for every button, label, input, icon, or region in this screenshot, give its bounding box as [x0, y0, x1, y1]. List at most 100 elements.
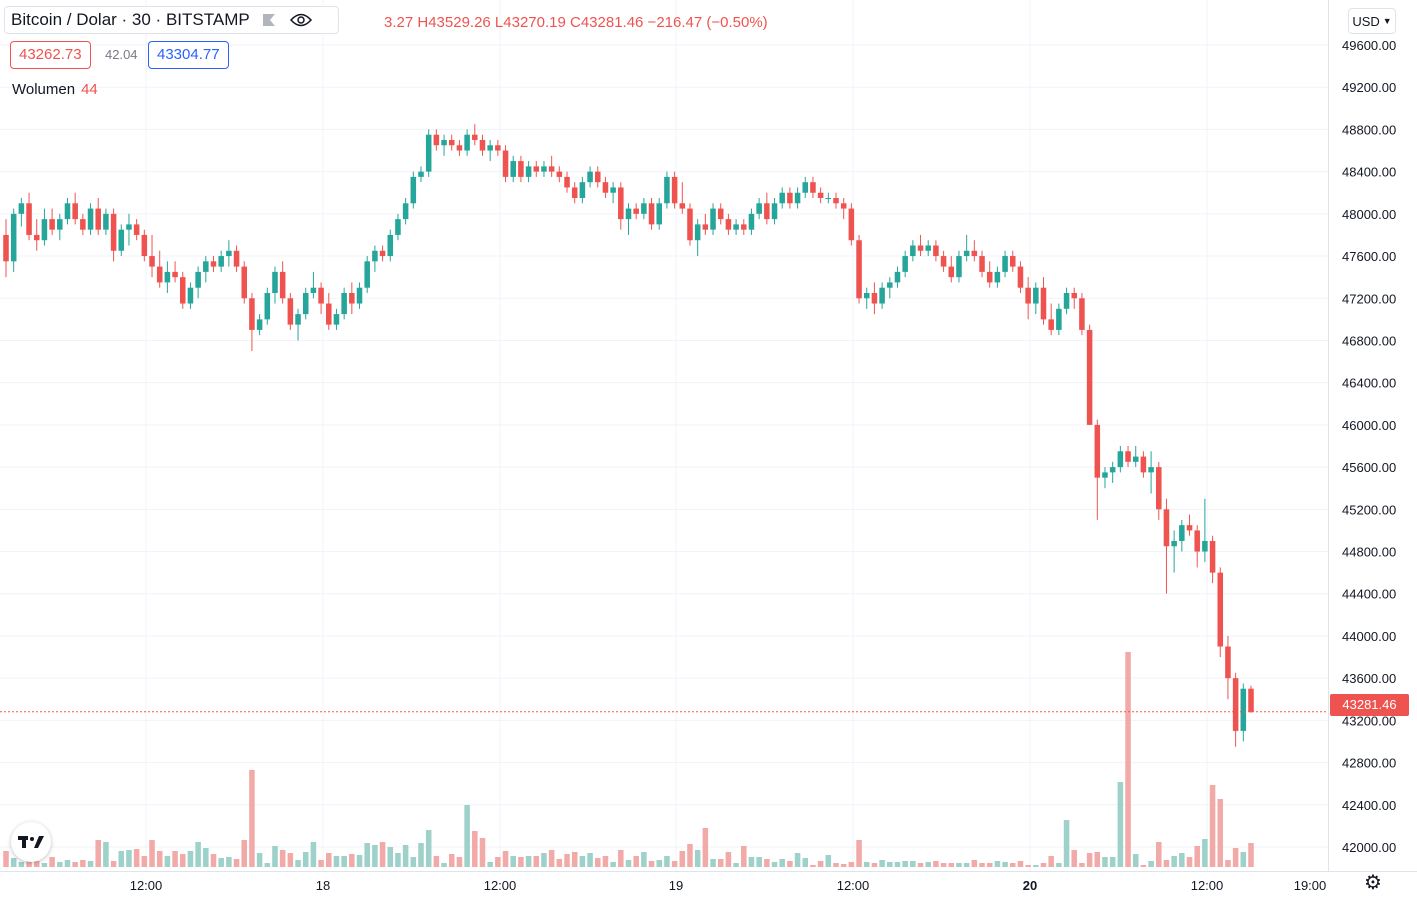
candle-body	[610, 187, 616, 193]
candle-body	[1079, 298, 1085, 330]
volume-bar	[541, 853, 547, 867]
symbol-legend[interactable]: Bitcoin / Dolar · 30 · BITSTAMP	[4, 6, 339, 34]
volume-bar	[848, 862, 855, 867]
volume-bar	[1209, 785, 1216, 867]
candle-body	[779, 192, 785, 204]
currency-select[interactable]: USD ▼	[1348, 8, 1396, 34]
volume-bar	[1056, 863, 1062, 867]
time-tick-label: 18	[316, 878, 330, 893]
candle-body	[764, 203, 770, 220]
time-axis[interactable]: 12:00 18 12:00 19 12:00 20 12:00 19:00	[130, 878, 1327, 893]
ask-price[interactable]: 43304.77	[148, 41, 229, 69]
candle-body	[364, 261, 370, 288]
volume-bar	[556, 859, 563, 867]
candle-body	[1186, 525, 1193, 531]
candle-body	[902, 256, 908, 272]
candle-body	[472, 134, 478, 140]
candle-body	[687, 208, 693, 241]
time-tick-label: 12:00	[1191, 878, 1224, 893]
volume-bar	[771, 862, 778, 867]
volume-bar	[110, 861, 117, 867]
candle-body	[1148, 467, 1154, 473]
price-axis[interactable]: 49600.00 49200.00 48800.00 48400.00 48000.00…	[1342, 38, 1396, 855]
tradingview-logo-icon[interactable]	[11, 822, 51, 862]
volume-bar	[495, 857, 501, 867]
volume-bar	[433, 856, 440, 867]
candle-body	[57, 219, 63, 230]
price-tick-label: 49200.00	[1342, 80, 1396, 95]
volume-bar	[525, 856, 532, 867]
candle-body	[218, 256, 224, 267]
volume-bar	[687, 844, 693, 867]
candle-body	[694, 224, 701, 241]
candle-body	[548, 166, 555, 172]
candles	[3, 124, 1254, 747]
candle-body	[1109, 467, 1116, 473]
candle-body	[395, 219, 401, 235]
candle-body	[64, 203, 71, 220]
candle-body	[1209, 540, 1216, 573]
volume-bar	[1071, 850, 1078, 867]
candle-body	[1009, 256, 1016, 267]
volume-bar	[33, 861, 40, 867]
volume-bar	[10, 858, 17, 867]
volume-bar	[741, 846, 747, 867]
candle-body	[1202, 540, 1208, 552]
volume-bar	[1171, 856, 1177, 867]
volume-bar	[156, 851, 163, 867]
currency-label: USD	[1352, 13, 1380, 29]
volume-bar	[833, 863, 839, 867]
price-tick-label: 47200.00	[1342, 291, 1396, 306]
candle-body	[717, 208, 724, 220]
candle-body	[72, 203, 78, 220]
volume-bar	[902, 861, 908, 867]
flag-icon[interactable]	[262, 13, 276, 27]
candle-body	[556, 171, 563, 177]
volume-bar	[179, 854, 186, 867]
gear-icon[interactable]: ⚙	[1364, 872, 1382, 894]
volume-bar	[756, 857, 762, 867]
candle-body	[164, 271, 171, 283]
candle-body	[179, 277, 186, 304]
candle-body	[1248, 688, 1254, 712]
candle-body	[510, 161, 516, 177]
volume-legend[interactable]: Wolumen 44	[12, 81, 98, 98]
candle-body	[933, 245, 939, 257]
volume-bar	[95, 840, 101, 867]
candle-body	[126, 224, 132, 230]
volume-bar	[1002, 862, 1008, 867]
candle-body	[302, 292, 309, 315]
candle-body	[725, 219, 732, 230]
volume-bar	[1163, 860, 1170, 867]
volume-bar	[141, 856, 148, 867]
volume-bar	[971, 860, 978, 867]
candle-body	[110, 213, 117, 251]
volume-bar	[825, 855, 832, 867]
candle-body	[1179, 525, 1185, 541]
candle-body	[418, 171, 424, 177]
volume-bar	[441, 863, 447, 867]
price-tick-label: 42800.00	[1342, 756, 1396, 771]
volume-bar	[1225, 860, 1231, 867]
eye-icon[interactable]	[289, 13, 312, 27]
price-tick-label: 49600.00	[1342, 38, 1396, 53]
candle-body	[541, 166, 547, 172]
candle-body	[1117, 451, 1124, 468]
candle-body	[871, 292, 878, 304]
volume-bar	[379, 842, 386, 867]
volume-bar	[779, 859, 785, 867]
bid-price[interactable]: 43262.73	[10, 41, 91, 69]
symbol-title[interactable]: Bitcoin / Dolar · 30 · BITSTAMP	[11, 10, 250, 29]
volume-bar	[218, 858, 224, 867]
candle-body	[272, 271, 278, 293]
candle-body	[1240, 688, 1247, 731]
candle-body	[671, 176, 678, 204]
candle-body	[1132, 456, 1139, 462]
candle-body	[648, 203, 655, 225]
candle-body	[710, 208, 716, 230]
candle-body	[326, 303, 332, 325]
spread-value: 42.04	[105, 47, 138, 62]
volume-bar	[571, 852, 578, 867]
